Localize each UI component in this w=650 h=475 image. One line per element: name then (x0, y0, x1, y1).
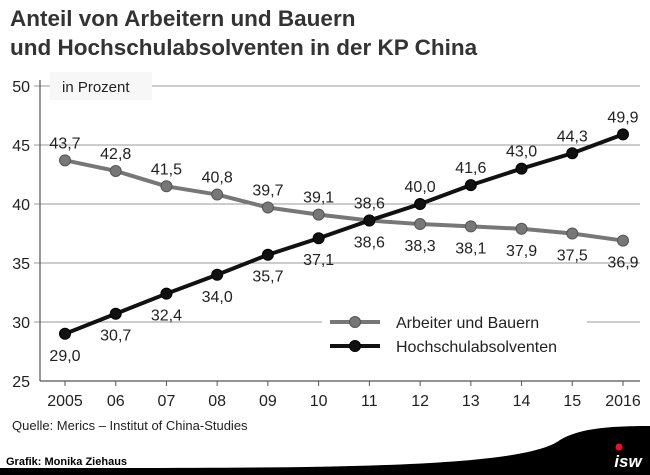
data-label: 42,8 (100, 146, 131, 163)
data-point (211, 188, 224, 201)
data-label: 37,9 (506, 243, 537, 260)
x-tick-label: 10 (310, 393, 328, 410)
ylabel-background (50, 72, 152, 100)
y-tick-label: 45 (12, 138, 30, 155)
credit-note: Grafik: Monika Ziehaus (6, 456, 128, 468)
logo-dot (615, 443, 623, 451)
data-point (261, 248, 274, 261)
title-line-1: Anteil von Arbeitern und Bauern (10, 6, 356, 31)
title-line-2: und Hochschulabsolventen in der KP China (10, 35, 478, 60)
y-tick-label: 40 (12, 197, 30, 214)
data-label: 41,6 (455, 160, 486, 177)
footer-band (0, 426, 650, 475)
data-label: 43,7 (49, 135, 80, 152)
legend-marker (349, 316, 361, 328)
x-tick-label: 06 (107, 393, 125, 410)
data-point (261, 201, 274, 214)
data-point (312, 232, 325, 245)
data-point (566, 227, 579, 240)
x-tick-label: 07 (158, 393, 176, 410)
data-point (59, 327, 71, 340)
y-tick-label: 35 (12, 256, 30, 273)
x-tick-label: 2016 (605, 393, 641, 410)
x-tick-label: 2005 (47, 393, 83, 410)
data-label: 41,5 (151, 161, 182, 178)
data-label: 49,9 (607, 109, 638, 126)
data-point (464, 179, 477, 192)
logo-text: isw (614, 452, 643, 471)
y-tick-label: 50 (12, 79, 30, 96)
data-label: 38,6 (354, 196, 385, 213)
data-point (59, 154, 71, 167)
data-label: 43,0 (506, 144, 537, 161)
data-point (464, 220, 477, 233)
data-point (515, 162, 528, 175)
data-label: 37,5 (557, 248, 588, 265)
data-point (160, 180, 173, 193)
data-label: 29,0 (49, 348, 80, 365)
data-point (566, 147, 579, 160)
y-tick-label: 30 (12, 315, 30, 332)
data-point (109, 164, 122, 177)
data-label: 40,8 (202, 170, 233, 187)
x-tick-label: 14 (513, 393, 531, 410)
data-label: 40,0 (405, 179, 436, 196)
data-label: 32,4 (151, 308, 182, 325)
data-point (211, 268, 224, 281)
y-axis-label: in Prozent (62, 79, 130, 96)
x-tick-label: 08 (208, 393, 226, 410)
x-tick-label: 12 (411, 393, 429, 410)
chart-title: Anteil von Arbeitern und Bauern und Hoch… (10, 4, 477, 62)
data-label: 35,7 (252, 269, 283, 286)
data-label: 37,1 (303, 252, 334, 269)
data-point (515, 222, 528, 235)
data-point (414, 218, 427, 231)
x-tick-label: 09 (259, 393, 277, 410)
source-note: Quelle: Merics – Institut of China-Studi… (12, 418, 248, 433)
series-line (64, 158, 624, 243)
data-label: 39,1 (303, 190, 334, 207)
data-label: 34,0 (202, 289, 233, 306)
x-tick-label: 13 (462, 393, 480, 410)
data-point (363, 214, 376, 227)
x-tick-label: 11 (361, 393, 378, 410)
data-point (160, 287, 173, 300)
data-point (617, 234, 629, 247)
data-point (109, 307, 122, 320)
data-label: 39,7 (252, 183, 283, 200)
legend-background (322, 310, 587, 362)
data-point (312, 208, 325, 221)
data-label: 36,9 (607, 255, 638, 272)
series-line (64, 132, 624, 336)
x-tick-label: 15 (563, 393, 581, 410)
data-label: 44,3 (557, 128, 588, 145)
data-point (617, 128, 629, 141)
data-label: 38,6 (354, 235, 385, 252)
data-label: 30,7 (100, 328, 131, 345)
data-label: 38,1 (455, 240, 486, 257)
legend-marker (349, 340, 361, 352)
legend-label: Hochschulabsolventen (396, 339, 557, 356)
y-tick-label: 25 (12, 374, 30, 391)
data-point (414, 198, 427, 210)
data-label: 38,3 (405, 238, 436, 255)
legend-label: Arbeiter und Bauern (396, 315, 539, 332)
